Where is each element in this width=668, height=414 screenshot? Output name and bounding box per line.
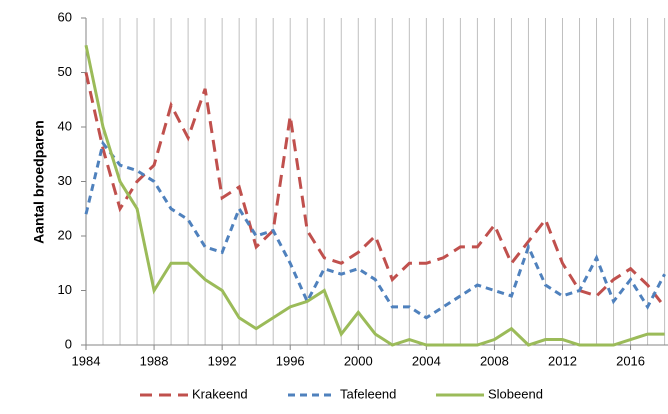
y-tick-label: 60: [58, 9, 72, 24]
x-tick-label: 2012: [548, 353, 577, 368]
legend-label: Slobeend: [488, 386, 543, 401]
x-tick-label: 2004: [412, 353, 441, 368]
series-line: [84, 44, 665, 347]
x-tick-label: 2016: [616, 353, 645, 368]
x-tick-label: 2008: [480, 353, 509, 368]
y-tick-label: 30: [58, 173, 72, 188]
y-tick-label: 10: [58, 282, 72, 297]
x-tick-label: 1992: [208, 353, 237, 368]
y-axis-label: Aantal broedparen: [31, 120, 47, 244]
y-tick-label: 50: [58, 64, 72, 79]
x-tick-label: 1988: [140, 353, 169, 368]
series-line: [84, 139, 666, 320]
legend-label: Krakeend: [192, 386, 248, 401]
legend-label: Tafeleend: [340, 386, 396, 401]
y-tick-label: 40: [58, 118, 72, 133]
y-tick-label: 20: [58, 227, 72, 242]
x-tick-label: 1984: [72, 353, 101, 368]
x-tick-label: 1996: [276, 353, 305, 368]
x-tick-label: 2000: [344, 353, 373, 368]
y-tick-label: 0: [65, 336, 72, 351]
